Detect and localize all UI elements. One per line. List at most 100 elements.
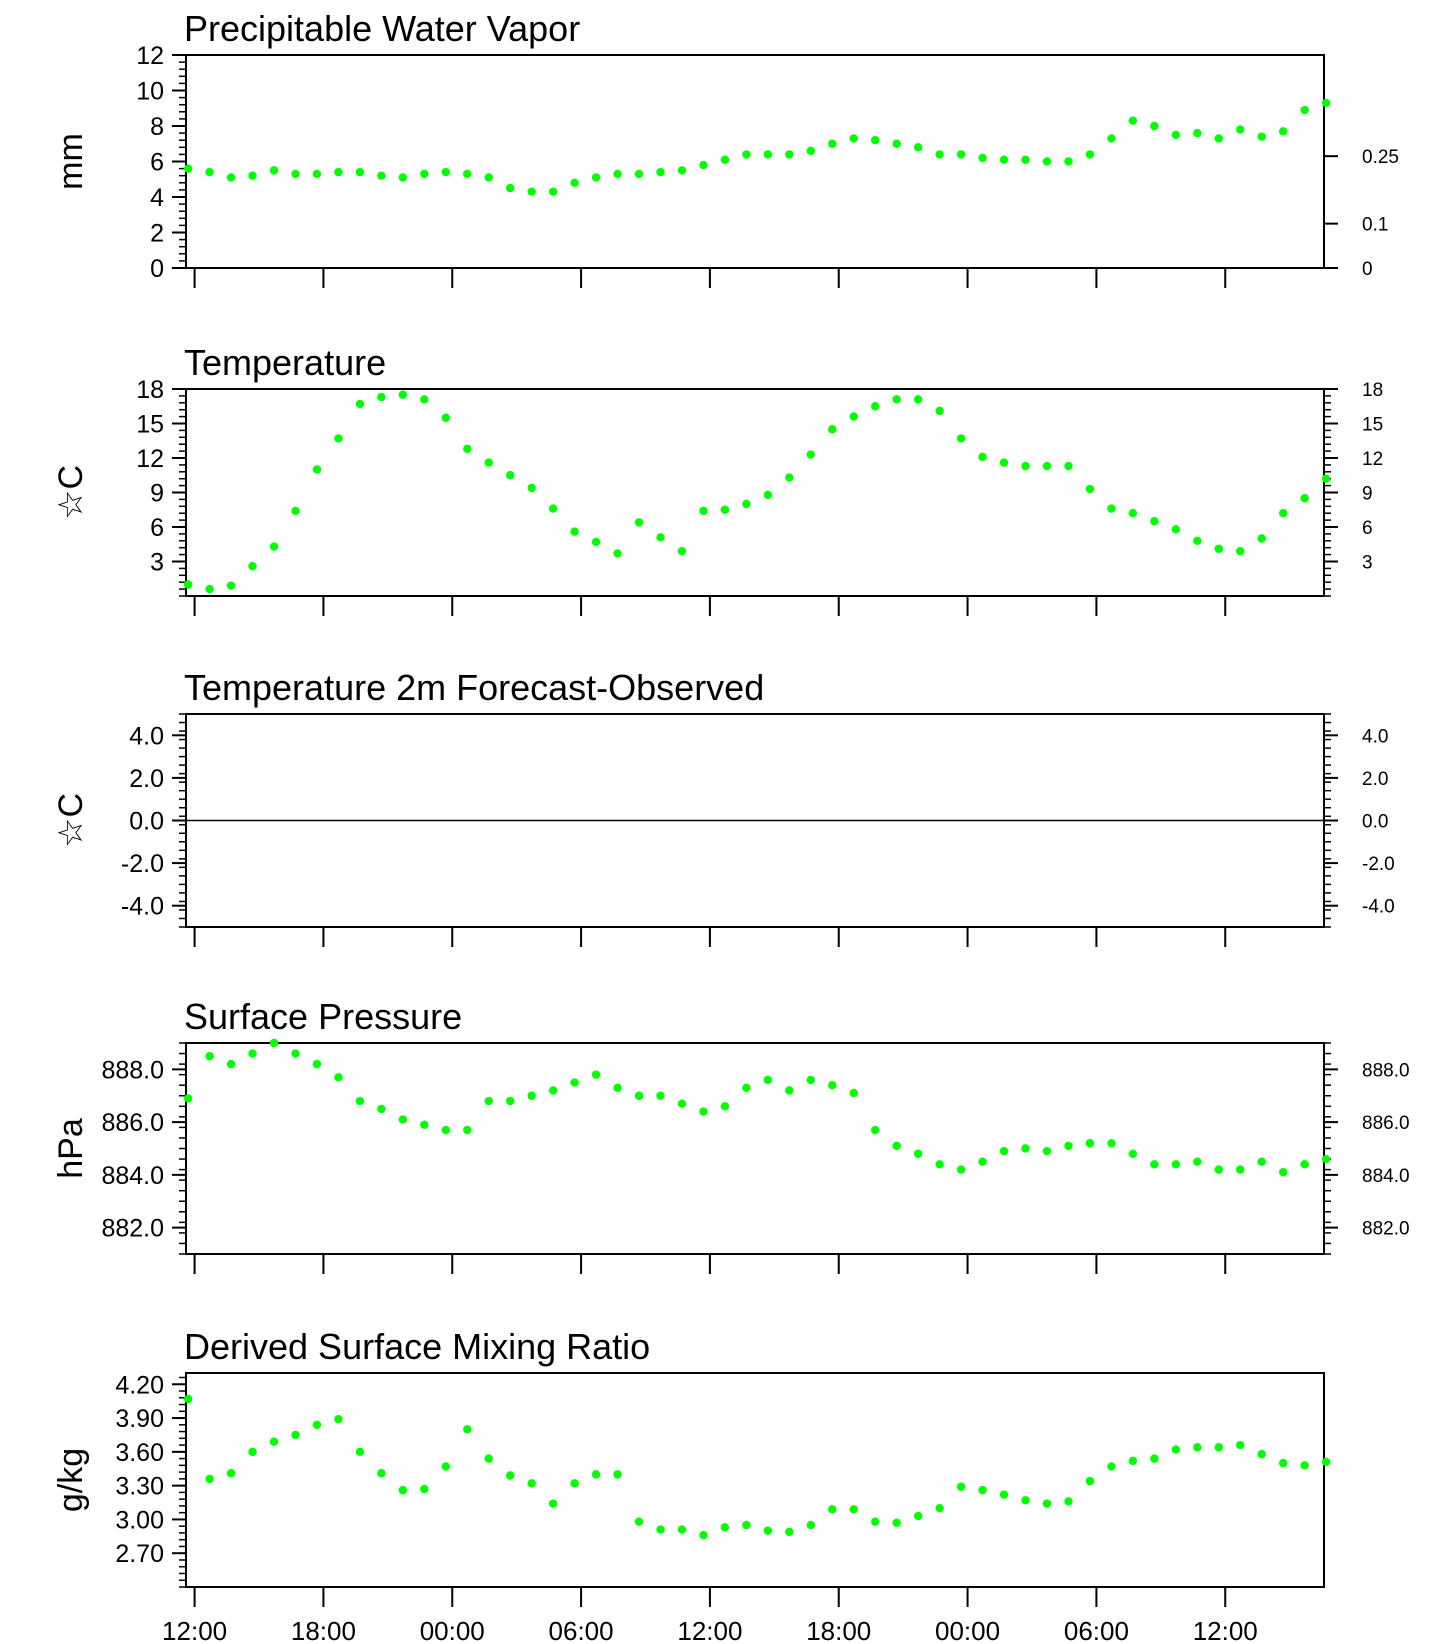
data-point <box>570 527 579 536</box>
data-point <box>720 505 730 514</box>
right-tick-label: 18 <box>1362 380 1383 401</box>
data-point <box>205 167 214 177</box>
x-tick-label: 18:00 <box>806 1616 871 1644</box>
data-point <box>785 150 794 159</box>
data-point <box>398 173 408 182</box>
y-tick-label: 3.90 <box>115 1405 164 1433</box>
data-point <box>742 499 751 509</box>
y-axis-label: hPa <box>52 1118 90 1179</box>
data-point <box>1150 121 1159 131</box>
data-point <box>441 1462 451 1471</box>
data-point <box>1321 474 1331 483</box>
data-point <box>463 444 472 453</box>
data-point <box>1128 116 1138 125</box>
y-axis-label: g/kg <box>52 1448 90 1512</box>
data-point <box>312 1420 322 1430</box>
data-point <box>441 167 451 177</box>
data-point <box>527 1479 536 1488</box>
data-point <box>334 1073 343 1082</box>
data-point <box>849 1088 858 1098</box>
x-tick-label: 00:00 <box>420 1616 485 1644</box>
data-point <box>1257 534 1266 543</box>
data-point <box>742 150 751 159</box>
data-point <box>699 1107 708 1116</box>
y-tick-label: 15 <box>136 411 164 439</box>
plot-frame <box>185 54 1325 269</box>
data-point <box>591 1470 601 1479</box>
data-point <box>291 506 300 516</box>
data-point <box>785 1527 794 1537</box>
data-point <box>1085 484 1095 494</box>
right-tick-label: 0.0 <box>1362 812 1388 833</box>
data-point <box>334 167 343 177</box>
data-point <box>1021 1144 1030 1153</box>
data-point <box>720 1523 730 1532</box>
data-point <box>1236 546 1245 556</box>
data-point <box>527 1091 536 1100</box>
right-tick-label: 3 <box>1362 553 1373 574</box>
right-tick-label: 0.25 <box>1362 147 1399 168</box>
data-point <box>591 173 601 182</box>
y-tick-label: 3.30 <box>115 1473 164 1501</box>
data-point <box>956 434 966 443</box>
data-point <box>806 146 816 156</box>
data-point <box>913 1511 923 1521</box>
y-tick-label: 3.60 <box>115 1439 164 1467</box>
data-point <box>999 1490 1009 1499</box>
data-point <box>763 1075 773 1085</box>
data-point <box>613 1083 622 1093</box>
data-point <box>1042 1146 1052 1156</box>
chart-title: Temperature <box>184 342 386 383</box>
right-tick-label: 882.0 <box>1362 1219 1410 1240</box>
right-tick-label: 884.0 <box>1362 1166 1410 1187</box>
data-point <box>828 1505 837 1514</box>
data-point <box>1214 134 1223 143</box>
data-point <box>591 537 601 547</box>
data-point <box>570 1078 579 1087</box>
data-point <box>1279 1458 1288 1468</box>
x-tick-label: 00:00 <box>935 1616 1000 1644</box>
data-point <box>527 187 536 196</box>
data-point <box>999 155 1009 164</box>
data-point <box>1257 132 1266 141</box>
y-tick-label: 884.0 <box>101 1162 164 1190</box>
plot-frame <box>185 1372 1325 1588</box>
plot-frame <box>185 1042 1325 1255</box>
data-point <box>484 1454 493 1463</box>
data-point <box>420 395 429 404</box>
data-point <box>1300 1461 1309 1470</box>
data-point <box>999 1146 1009 1156</box>
data-point <box>377 392 386 402</box>
data-point <box>248 1447 257 1457</box>
data-point <box>828 425 837 434</box>
data-point <box>1193 1157 1202 1166</box>
data-point <box>913 143 923 152</box>
data-point <box>205 1474 214 1484</box>
data-point <box>591 1070 601 1079</box>
chart-title: Derived Surface Mixing Ratio <box>184 1326 650 1367</box>
y-tick-label: 18 <box>136 376 164 404</box>
data-point <box>1193 128 1202 138</box>
data-point <box>355 167 365 177</box>
data-point <box>1300 105 1309 115</box>
right-tick-label: 0 <box>1362 259 1373 280</box>
data-point <box>849 412 858 421</box>
x-tick-label: 12:00 <box>1193 1616 1258 1644</box>
data-point <box>1150 1160 1159 1169</box>
y-axis-label: ☆C <box>52 793 90 848</box>
data-point <box>1107 504 1116 513</box>
data-point <box>1171 525 1181 534</box>
y-tick-label: 12 <box>136 445 164 473</box>
data-point <box>742 1520 751 1530</box>
data-point <box>763 150 773 159</box>
data-point <box>828 139 837 148</box>
data-point <box>398 390 408 399</box>
chart-title: Temperature 2m Forecast-Observed <box>184 667 764 708</box>
data-point <box>871 1517 880 1526</box>
data-point <box>1171 1160 1181 1169</box>
data-point <box>806 1075 816 1085</box>
y-tick-label: 10 <box>136 78 164 106</box>
data-point <box>999 458 1009 467</box>
data-point <box>1128 1149 1138 1158</box>
data-point <box>1021 155 1030 164</box>
